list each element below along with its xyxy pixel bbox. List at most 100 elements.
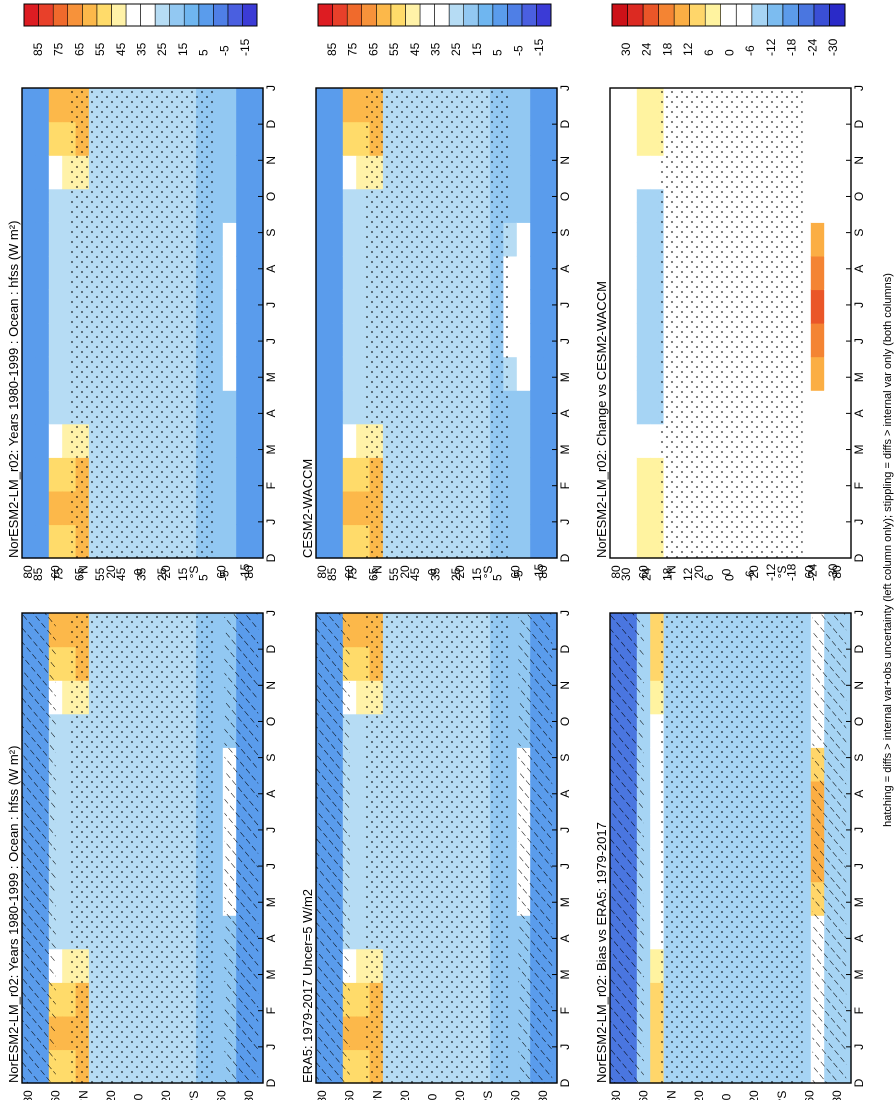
heatmap-cell [837, 188, 852, 223]
heatmap-cell [329, 289, 344, 324]
heatmap-cell [316, 524, 330, 559]
hatching-overlay [610, 613, 644, 1083]
heatmap-cell [610, 155, 624, 190]
month-tick-label: M [558, 372, 572, 382]
month-tick-label: A [264, 790, 278, 798]
lat-tick-label: 0 [132, 568, 146, 575]
month-tick-label: O [264, 717, 278, 726]
heatmap-cell [516, 323, 531, 358]
heatmap-cell [236, 121, 251, 156]
heatmap-cell [342, 490, 357, 526]
month-tick-label: A [558, 790, 572, 798]
heatmap-cell [35, 490, 50, 526]
heatmap-cell [48, 255, 63, 291]
hatching-overlay [22, 613, 56, 1083]
colorbar-label: 55 [93, 567, 107, 581]
heatmap-cell [610, 390, 624, 425]
heatmap-cell [236, 490, 251, 526]
heatmap-cell [810, 289, 825, 324]
lat-tick-label: 20 [692, 565, 706, 579]
colorbar-label: 65 [72, 567, 86, 581]
colorbar-label: 45 [408, 42, 422, 56]
lat-tick-label: °N [76, 1090, 90, 1100]
heatmap-cell [249, 457, 264, 492]
month-tick-label: J [558, 610, 572, 616]
colorbar-label: 65 [72, 42, 86, 56]
heatmap-cell [222, 222, 237, 257]
heatmap-cell [623, 457, 638, 492]
month-tick-label: D [852, 120, 866, 129]
month-tick-label: D [264, 553, 278, 562]
heatmap-cell [636, 457, 651, 492]
colorbar-label: 25 [449, 567, 463, 581]
heatmap-cell [623, 222, 638, 257]
heatmap-cell [22, 457, 36, 492]
month-tick-label: J [264, 827, 278, 833]
lat-tick-label: 80 [242, 1090, 256, 1100]
colorbar-frame [611, 3, 846, 27]
heatmap-cell [22, 390, 36, 425]
heatmap-cell [222, 423, 237, 458]
heatmap-cell [810, 457, 825, 492]
colorbar-swatch [751, 3, 768, 27]
heatmap-cell [48, 423, 63, 458]
heatmap-cell [329, 390, 344, 425]
month-tick-label: N [852, 156, 866, 165]
month-tick-label: A [852, 934, 866, 942]
month-tick-label: N [264, 156, 278, 165]
colorbar-label: 25 [449, 42, 463, 56]
colorbar-swatch [463, 3, 479, 27]
heatmap-cell [543, 390, 558, 425]
heatmap-cell [516, 356, 531, 391]
heatmap-cell [810, 323, 825, 358]
heatmap-cell [636, 356, 651, 391]
panel-frame [609, 87, 852, 559]
month-tick-label: J [264, 863, 278, 869]
heatmap-cell [342, 457, 357, 492]
lat-tick-label: 80 [609, 1090, 623, 1100]
month-tick-label: J [558, 302, 572, 308]
colorbar-label: 35 [135, 567, 149, 581]
heatmap-cell [610, 88, 624, 123]
colorbar-label: -6 [743, 45, 757, 56]
heatmap-cell [342, 222, 357, 257]
colorbar-swatch [111, 3, 127, 27]
heatmap-cell [329, 457, 344, 492]
panel-title: NorESM2-LM_r02: Bias vs ERA5: 1979-2017 [594, 822, 609, 1083]
heatmap-cell [48, 490, 63, 526]
heatmap-cell [236, 390, 251, 425]
heatmap-cell [824, 323, 839, 358]
heatmap-cell [22, 323, 36, 358]
colorbar-label: -5 [217, 45, 231, 56]
heatmap-cell [837, 222, 852, 257]
heatmap-cell [222, 255, 237, 291]
month-tick-label: D [264, 1078, 278, 1087]
panel-6: 80 60 °N 20 0 20 °S 60 80DJFMAMJJASONDJNorESM2-L… [594, 3, 866, 579]
lat-tick-label: 60 [343, 565, 357, 579]
heatmap-cell [316, 423, 330, 458]
heatmap-cell [530, 457, 545, 492]
heatmap-cell [610, 121, 624, 156]
heatmap-cell [316, 88, 330, 123]
lat-tick-label: 20 [453, 1090, 467, 1100]
heatmap-cell [610, 289, 624, 324]
heatmap-cell [810, 155, 825, 190]
lat-tick-label: °S [187, 566, 201, 579]
colorbar-label: 18 [660, 42, 674, 56]
heatmap-cell [236, 323, 251, 358]
colorbar-label: 30 [619, 42, 633, 56]
heatmap-cell [530, 255, 545, 291]
heatmap-cell [530, 423, 545, 458]
heatmap-cell [824, 524, 839, 559]
panel-1: 80 60 °N 20 0 20 °S 60 80 D J F M A M J J A S O N D J NorESM2-L… [6, 528, 278, 1100]
heatmap-cell [530, 121, 545, 156]
heatmap-cell [236, 188, 251, 223]
heatmap-cell [22, 155, 36, 190]
month-tick-label: M [852, 970, 866, 980]
colorbar-label: -15 [532, 563, 546, 581]
month-tick-label: O [558, 717, 572, 726]
heatmap-cell [329, 524, 344, 559]
heatmap-cell [623, 390, 638, 425]
colorbar-label: 75 [346, 42, 360, 56]
colorbar-swatch [829, 3, 846, 27]
